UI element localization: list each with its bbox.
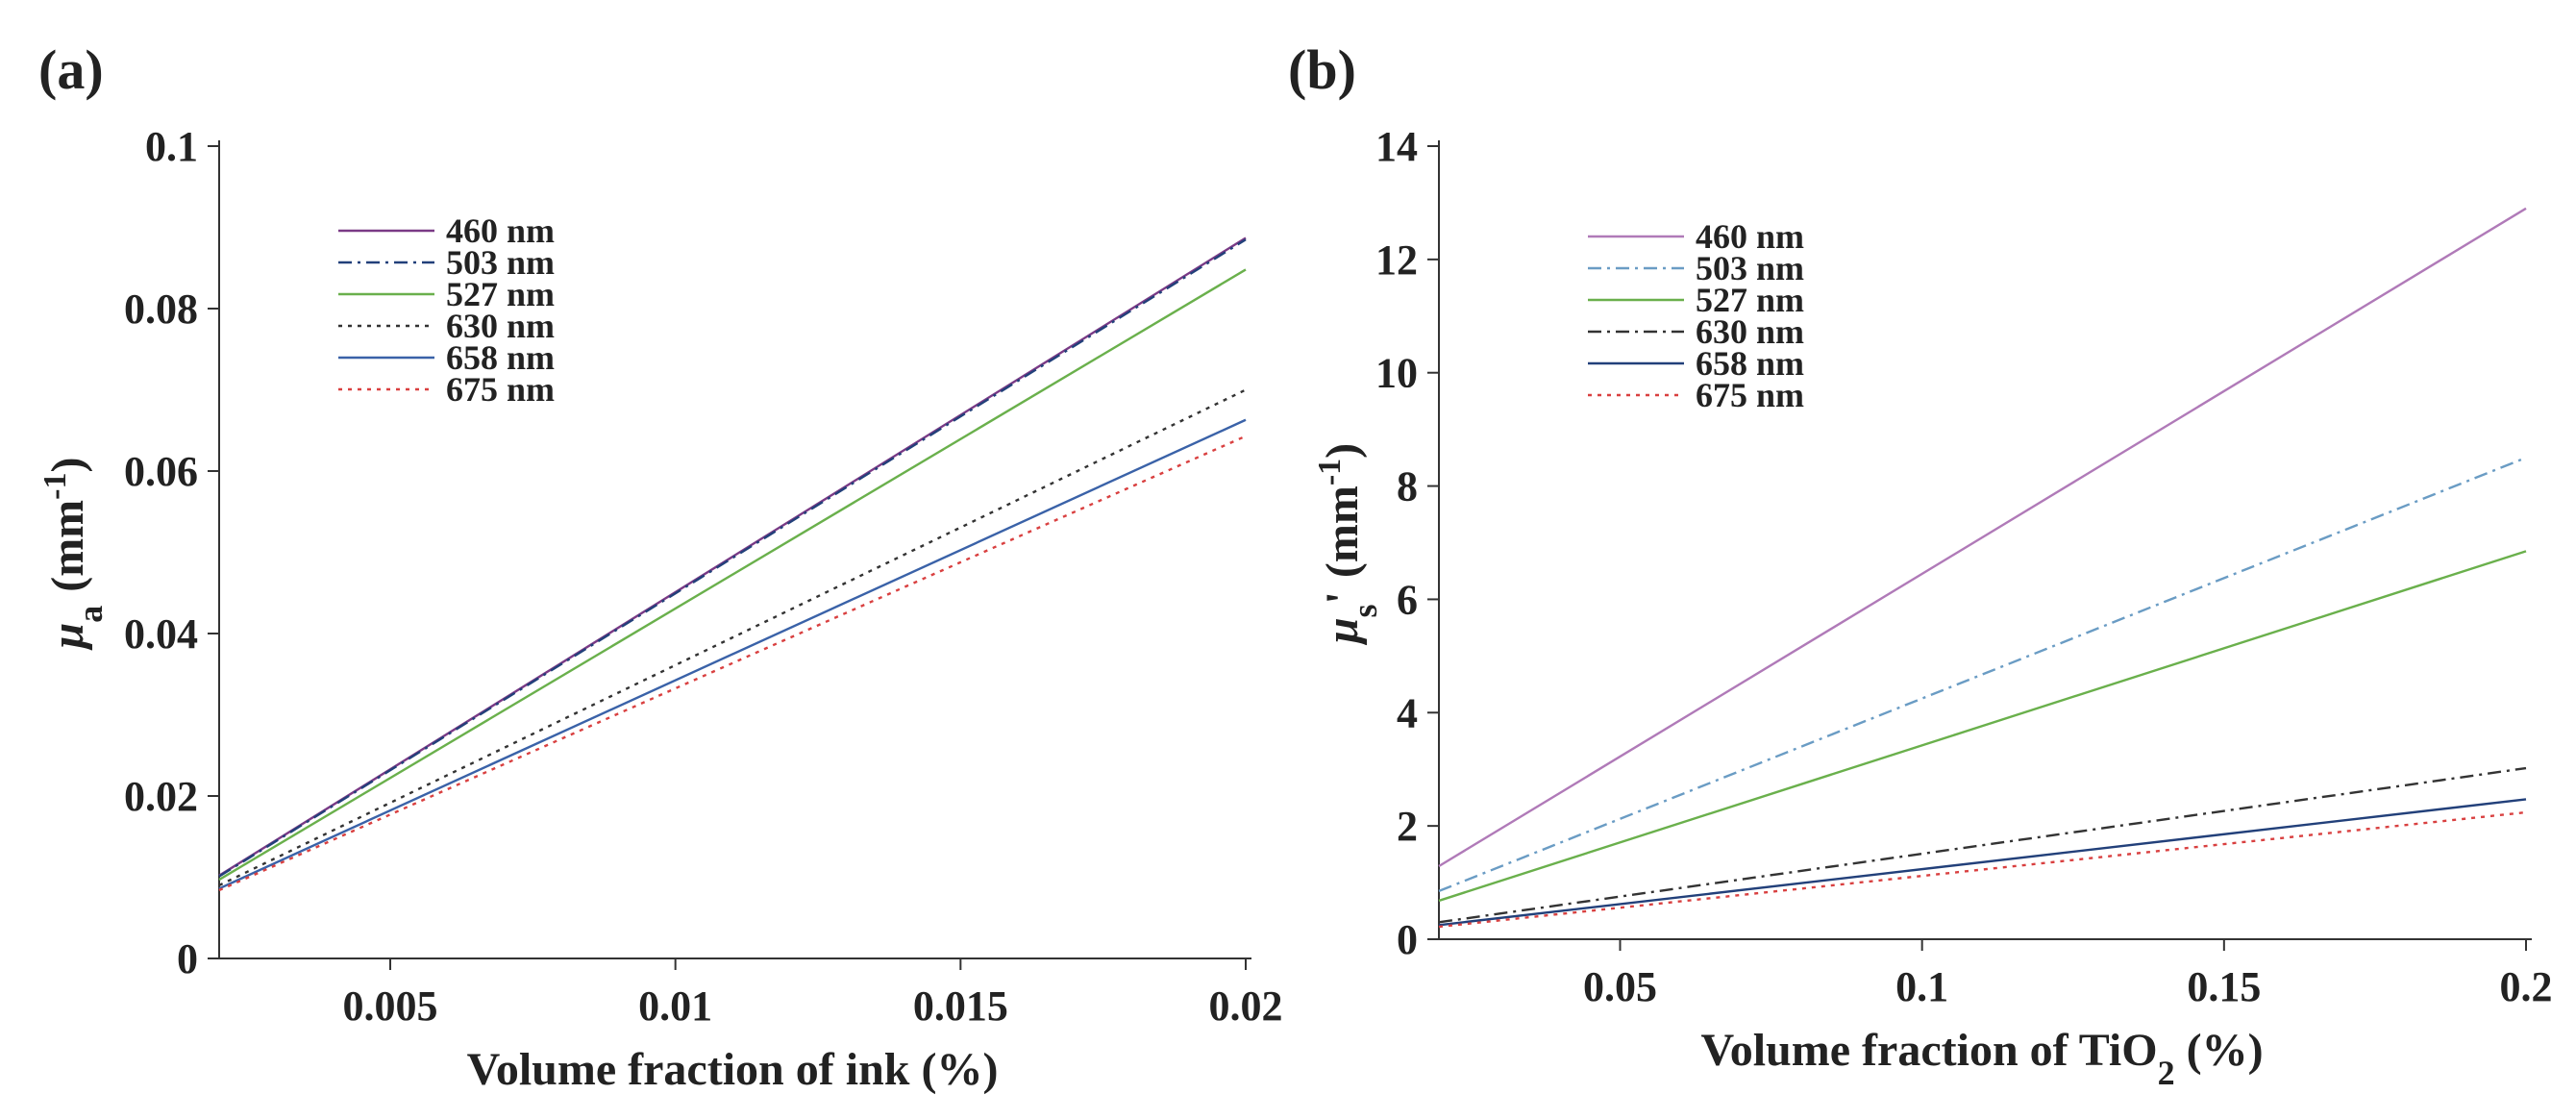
- series-line-630-nm: [218, 388, 1247, 887]
- legend-label: 503 nm: [1696, 249, 1804, 287]
- series-line-675-nm: [1438, 810, 2527, 929]
- y-tick-label: 0.04: [124, 610, 198, 658]
- legend-label: 527 nm: [1696, 281, 1804, 319]
- x-tick-label: 0.005: [343, 982, 438, 1030]
- y-tick-label: 0: [1397, 916, 1418, 963]
- legend-label: 658 nm: [1696, 344, 1804, 383]
- x-tick-label: 0.05: [1583, 963, 1657, 1010]
- y-tick-label: 14: [1375, 123, 1418, 170]
- series-line-675-nm: [218, 435, 1247, 892]
- x-tick-label: 0.02: [1209, 982, 1283, 1030]
- x-axis-title: Volume fraction of ink (%): [467, 1044, 999, 1095]
- y-tick-label: 0.02: [124, 773, 198, 820]
- y-tick-label: 0: [177, 935, 198, 982]
- y-tick-label: 2: [1397, 803, 1418, 850]
- legend-label: 675 nm: [446, 370, 555, 409]
- y-axis-title: μs'(mm-1): [1312, 443, 1385, 646]
- series-line-503-nm: [218, 238, 1247, 878]
- series-line-460-nm: [1438, 207, 2527, 868]
- chart-panel-a: 0 0.02 0.04 0.06 0.08 0.1 0.005 0.01 0.015 0.02 46…: [37, 38, 1283, 1095]
- legend-label: 658 nm: [446, 338, 555, 377]
- y-tick-label: 6: [1397, 576, 1418, 623]
- y-axis-title: μa(mm-1): [37, 458, 111, 652]
- series-line-658-nm: [1438, 798, 2527, 927]
- legend-label: 527 nm: [446, 275, 555, 313]
- legend-label: 460 nm: [446, 211, 555, 250]
- y-tick-label: 0.06: [124, 448, 198, 495]
- panel-label: (a): [38, 38, 104, 101]
- legend-label: 675 nm: [1696, 376, 1804, 414]
- y-tick-label: 4: [1397, 689, 1418, 736]
- legend-label: 630 nm: [1696, 312, 1804, 351]
- y-tick-label: 12: [1375, 236, 1418, 284]
- legend-label: 630 nm: [446, 307, 555, 345]
- x-axis-title: Volume fraction of TiO2 (%): [1700, 1025, 2263, 1092]
- y-tick-label: 0.1: [145, 123, 198, 170]
- legend-label: 460 nm: [1696, 217, 1804, 256]
- series-line-658-nm: [218, 418, 1247, 890]
- panel-label: (b): [1288, 38, 1356, 101]
- series-line-527-nm: [218, 268, 1247, 882]
- y-tick-label: 8: [1397, 463, 1418, 510]
- y-tick-label: 0.08: [124, 286, 198, 333]
- x-tick-label: 0.15: [2187, 963, 2261, 1010]
- y-tick-label: 10: [1375, 350, 1418, 397]
- x-tick-label: 0.01: [638, 982, 712, 1030]
- x-tick-label: 0.2: [2500, 963, 2553, 1010]
- series-line-527-nm: [1438, 550, 2527, 903]
- x-tick-label: 0.1: [1895, 963, 1948, 1010]
- x-tick-label: 0.015: [913, 982, 1008, 1030]
- series-line-503-nm: [1438, 456, 2527, 893]
- legend-label: 503 nm: [446, 243, 555, 282]
- series-line-630-nm: [1438, 766, 2527, 924]
